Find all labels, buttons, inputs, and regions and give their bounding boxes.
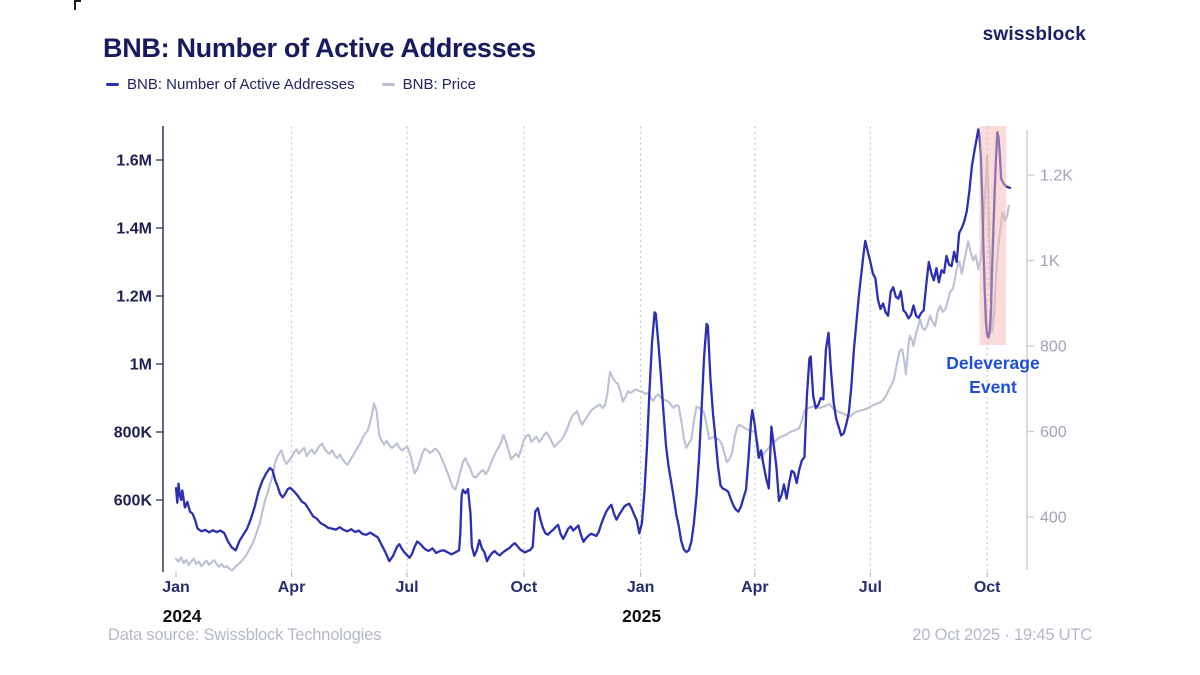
x-axis-month-label: Oct <box>974 579 1001 596</box>
screen-artifact <box>74 0 81 10</box>
timestamp: 20 Oct 2025 · 19:45 UTC <box>912 626 1092 644</box>
x-axis-month-label: Jul <box>395 579 418 596</box>
chart-legend: BNB: Number of Active Addresses BNB: Pri… <box>106 76 476 93</box>
annotation-deleverage-line2: Event <box>969 377 1017 397</box>
legend-item-price[interactable]: BNB: Price <box>381 76 476 93</box>
brand-logo: swissblock <box>982 24 1086 45</box>
left-axis-tick-label: 1.4M <box>116 221 152 238</box>
data-source: Data source: Swissblock Technologies <box>108 626 382 644</box>
deleverage-highlight-band <box>979 126 1007 345</box>
x-axis-year-label: 2025 <box>622 606 661 626</box>
page-title: BNB: Number of Active Addresses <box>103 33 536 64</box>
left-axis-tick-label: 600K <box>114 493 153 510</box>
left-axis-tick-label: 1.2M <box>116 289 152 306</box>
x-axis-month-label: Apr <box>278 579 306 596</box>
x-axis-month-label: Apr <box>741 579 769 596</box>
legend-dash-icon <box>106 83 119 86</box>
series-line-active-addresses <box>174 128 1012 563</box>
left-axis-tick-label: 1M <box>130 357 152 374</box>
left-axis-tick-label: 1.6M <box>116 153 152 170</box>
right-axis-tick-label: 400 <box>1040 510 1067 527</box>
right-axis-tick-label: 1K <box>1040 253 1060 270</box>
legend-dash-icon <box>381 83 395 86</box>
annotation-deleverage-line1: Deleverage <box>946 353 1040 373</box>
x-axis-month-label: Jul <box>859 579 882 596</box>
x-axis-month-label: Jan <box>627 579 655 596</box>
left-axis-tick-label: 800K <box>114 425 153 442</box>
legend-label: BNB: Number of Active Addresses <box>127 76 355 93</box>
right-axis-tick-label: 600 <box>1040 424 1067 441</box>
right-axis-tick-label: 800 <box>1040 339 1067 356</box>
x-axis-month-label: Oct <box>510 579 537 596</box>
legend-item-active-addresses[interactable]: BNB: Number of Active Addresses <box>106 76 355 93</box>
series-line-price <box>174 153 1010 572</box>
x-axis-year-label: 2024 <box>163 606 202 626</box>
legend-label: BNB: Price <box>402 76 476 93</box>
chart-plot: 600K 800K 1M 1.2M 1.4M 1.6M 400 600 800 1K 1.2K Jan… <box>114 126 1073 626</box>
x-axis-month-label: Jan <box>162 579 190 596</box>
right-axis-tick-label: 1.2K <box>1040 168 1073 185</box>
